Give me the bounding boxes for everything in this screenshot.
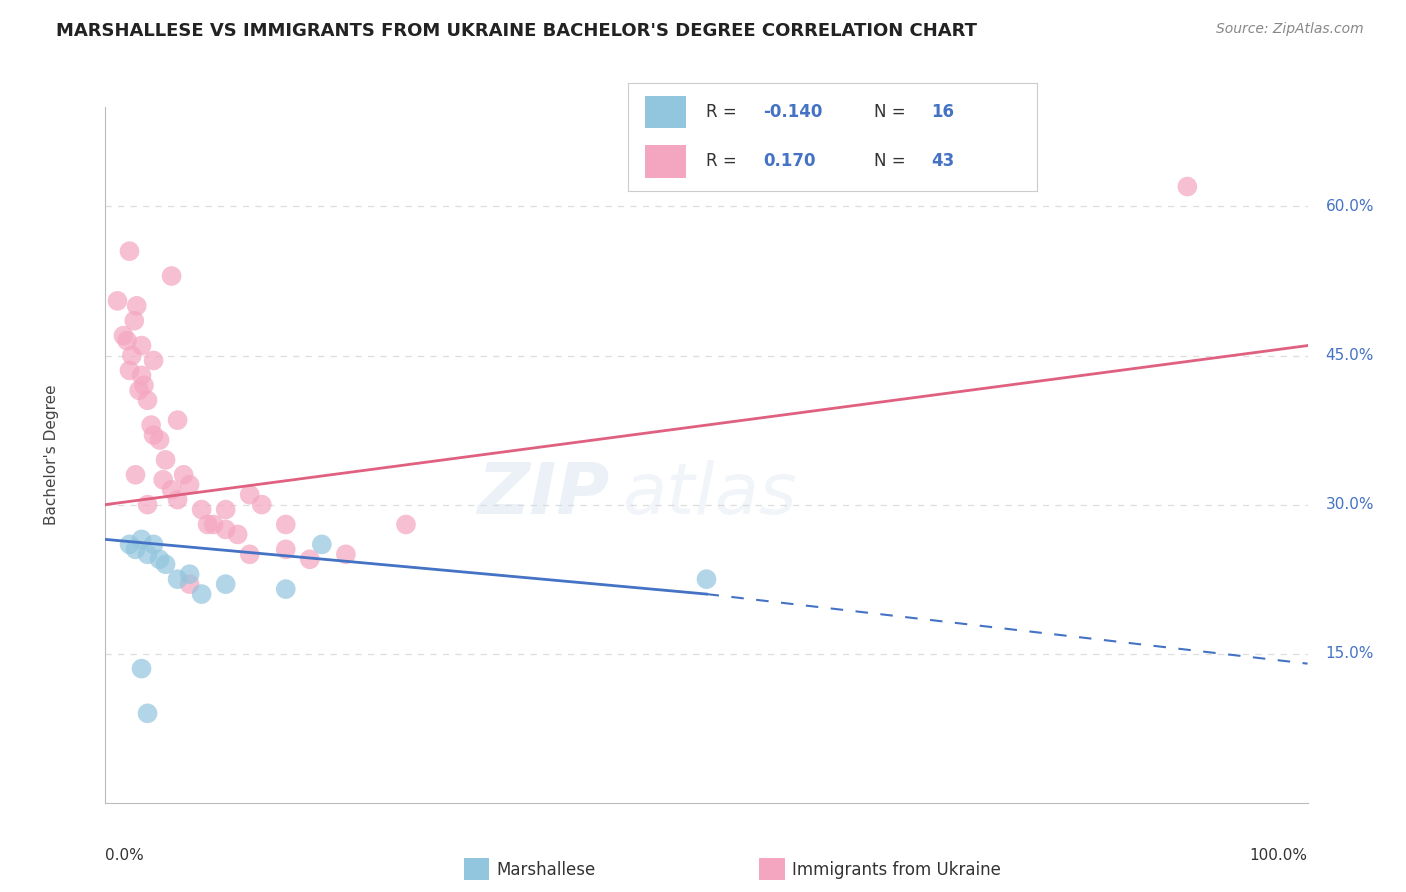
Point <box>136 706 159 721</box>
Text: ZIP: ZIP <box>478 460 610 529</box>
Point <box>132 378 155 392</box>
Text: N =: N = <box>873 103 905 120</box>
Point <box>112 328 135 343</box>
Point <box>190 502 212 516</box>
Point <box>160 268 183 283</box>
Point <box>131 338 153 352</box>
Point <box>166 413 188 427</box>
Point <box>121 349 143 363</box>
Point <box>274 582 297 596</box>
Point <box>124 314 146 328</box>
Point <box>131 662 153 676</box>
Text: -0.140: -0.140 <box>763 103 823 120</box>
Point <box>155 453 177 467</box>
Text: 45.0%: 45.0% <box>1326 348 1374 363</box>
Text: 60.0%: 60.0% <box>1326 199 1374 214</box>
Point <box>250 498 273 512</box>
Point <box>107 293 129 308</box>
Point <box>197 517 219 532</box>
Point <box>136 498 159 512</box>
Point <box>179 477 201 491</box>
Text: 15.0%: 15.0% <box>1326 646 1374 661</box>
Text: R =: R = <box>706 153 737 170</box>
Point <box>696 572 718 586</box>
Point <box>179 567 201 582</box>
Bar <box>645 145 686 178</box>
Point <box>124 542 146 557</box>
Point <box>311 537 333 551</box>
Point <box>160 483 183 497</box>
Point <box>214 523 236 537</box>
Text: atlas: atlas <box>623 460 797 529</box>
Point <box>148 552 170 566</box>
Point <box>1175 179 1198 194</box>
Point <box>131 533 153 547</box>
Point <box>239 547 262 561</box>
Text: 0.0%: 0.0% <box>105 847 145 863</box>
Text: 16: 16 <box>931 103 953 120</box>
Point <box>239 488 262 502</box>
Point <box>118 244 141 259</box>
Point <box>173 467 195 482</box>
Point <box>136 393 159 408</box>
Text: Source: ZipAtlas.com: Source: ZipAtlas.com <box>1216 22 1364 37</box>
Point <box>142 537 165 551</box>
Point <box>118 537 141 551</box>
Bar <box>645 95 686 128</box>
Point <box>166 572 188 586</box>
Point <box>125 299 148 313</box>
Point <box>131 368 153 383</box>
Text: Bachelor's Degree: Bachelor's Degree <box>44 384 59 525</box>
Point <box>190 587 212 601</box>
Text: Marshallese: Marshallese <box>496 861 596 879</box>
Point <box>136 547 159 561</box>
Point <box>142 353 165 368</box>
Point <box>274 542 297 557</box>
Text: 43: 43 <box>931 153 955 170</box>
Point <box>139 418 162 433</box>
Point <box>124 467 146 482</box>
Point <box>298 552 321 566</box>
Text: 30.0%: 30.0% <box>1326 497 1374 512</box>
Point <box>152 473 174 487</box>
Point <box>395 517 418 532</box>
Point <box>214 502 236 516</box>
Text: MARSHALLESE VS IMMIGRANTS FROM UKRAINE BACHELOR'S DEGREE CORRELATION CHART: MARSHALLESE VS IMMIGRANTS FROM UKRAINE B… <box>56 22 977 40</box>
Text: 0.170: 0.170 <box>763 153 815 170</box>
Point <box>202 517 225 532</box>
Point <box>274 517 297 532</box>
Point <box>142 428 165 442</box>
Point <box>335 547 357 561</box>
Text: 100.0%: 100.0% <box>1250 847 1308 863</box>
Point <box>226 527 249 541</box>
Text: Immigrants from Ukraine: Immigrants from Ukraine <box>792 861 1001 879</box>
Text: R =: R = <box>706 103 737 120</box>
Point <box>166 492 188 507</box>
Point <box>214 577 236 591</box>
Point <box>115 334 138 348</box>
Point <box>148 433 170 447</box>
Point <box>179 577 201 591</box>
Point <box>155 558 177 572</box>
Text: N =: N = <box>873 153 905 170</box>
Point <box>128 384 150 398</box>
Point <box>118 363 141 377</box>
